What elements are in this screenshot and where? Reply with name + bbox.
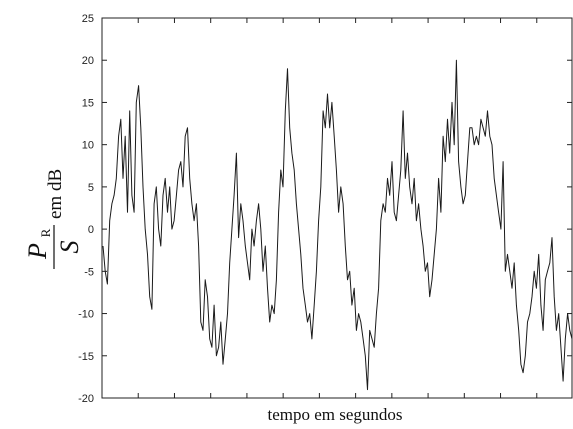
y-label-unit: em dB (45, 169, 66, 219)
y-tick-label: -15 (78, 351, 94, 363)
y-tick-label: -10 (78, 309, 94, 321)
y-tick-label: 20 (82, 55, 94, 67)
y-label-denominator: S (55, 241, 84, 254)
y-tick-label: 0 (88, 224, 94, 236)
y-label-numerator: P (23, 243, 52, 260)
plot-frame (101, 17, 573, 399)
y-tick-label: -20 (78, 393, 94, 405)
y-tick-label: 5 (88, 182, 94, 194)
x-axis-ticks (137, 18, 538, 398)
y-axis-label: P R S em dB (23, 169, 84, 269)
y-tick-label: -5 (84, 266, 94, 278)
series-line (102, 59, 573, 391)
y-tick-label: 10 (82, 140, 94, 152)
y-tick-label: 25 (82, 13, 94, 25)
y-tick-label: 15 (82, 97, 94, 109)
x-axis-label: tempo em segundos (267, 405, 402, 424)
y-label-subscript: R (38, 228, 53, 237)
